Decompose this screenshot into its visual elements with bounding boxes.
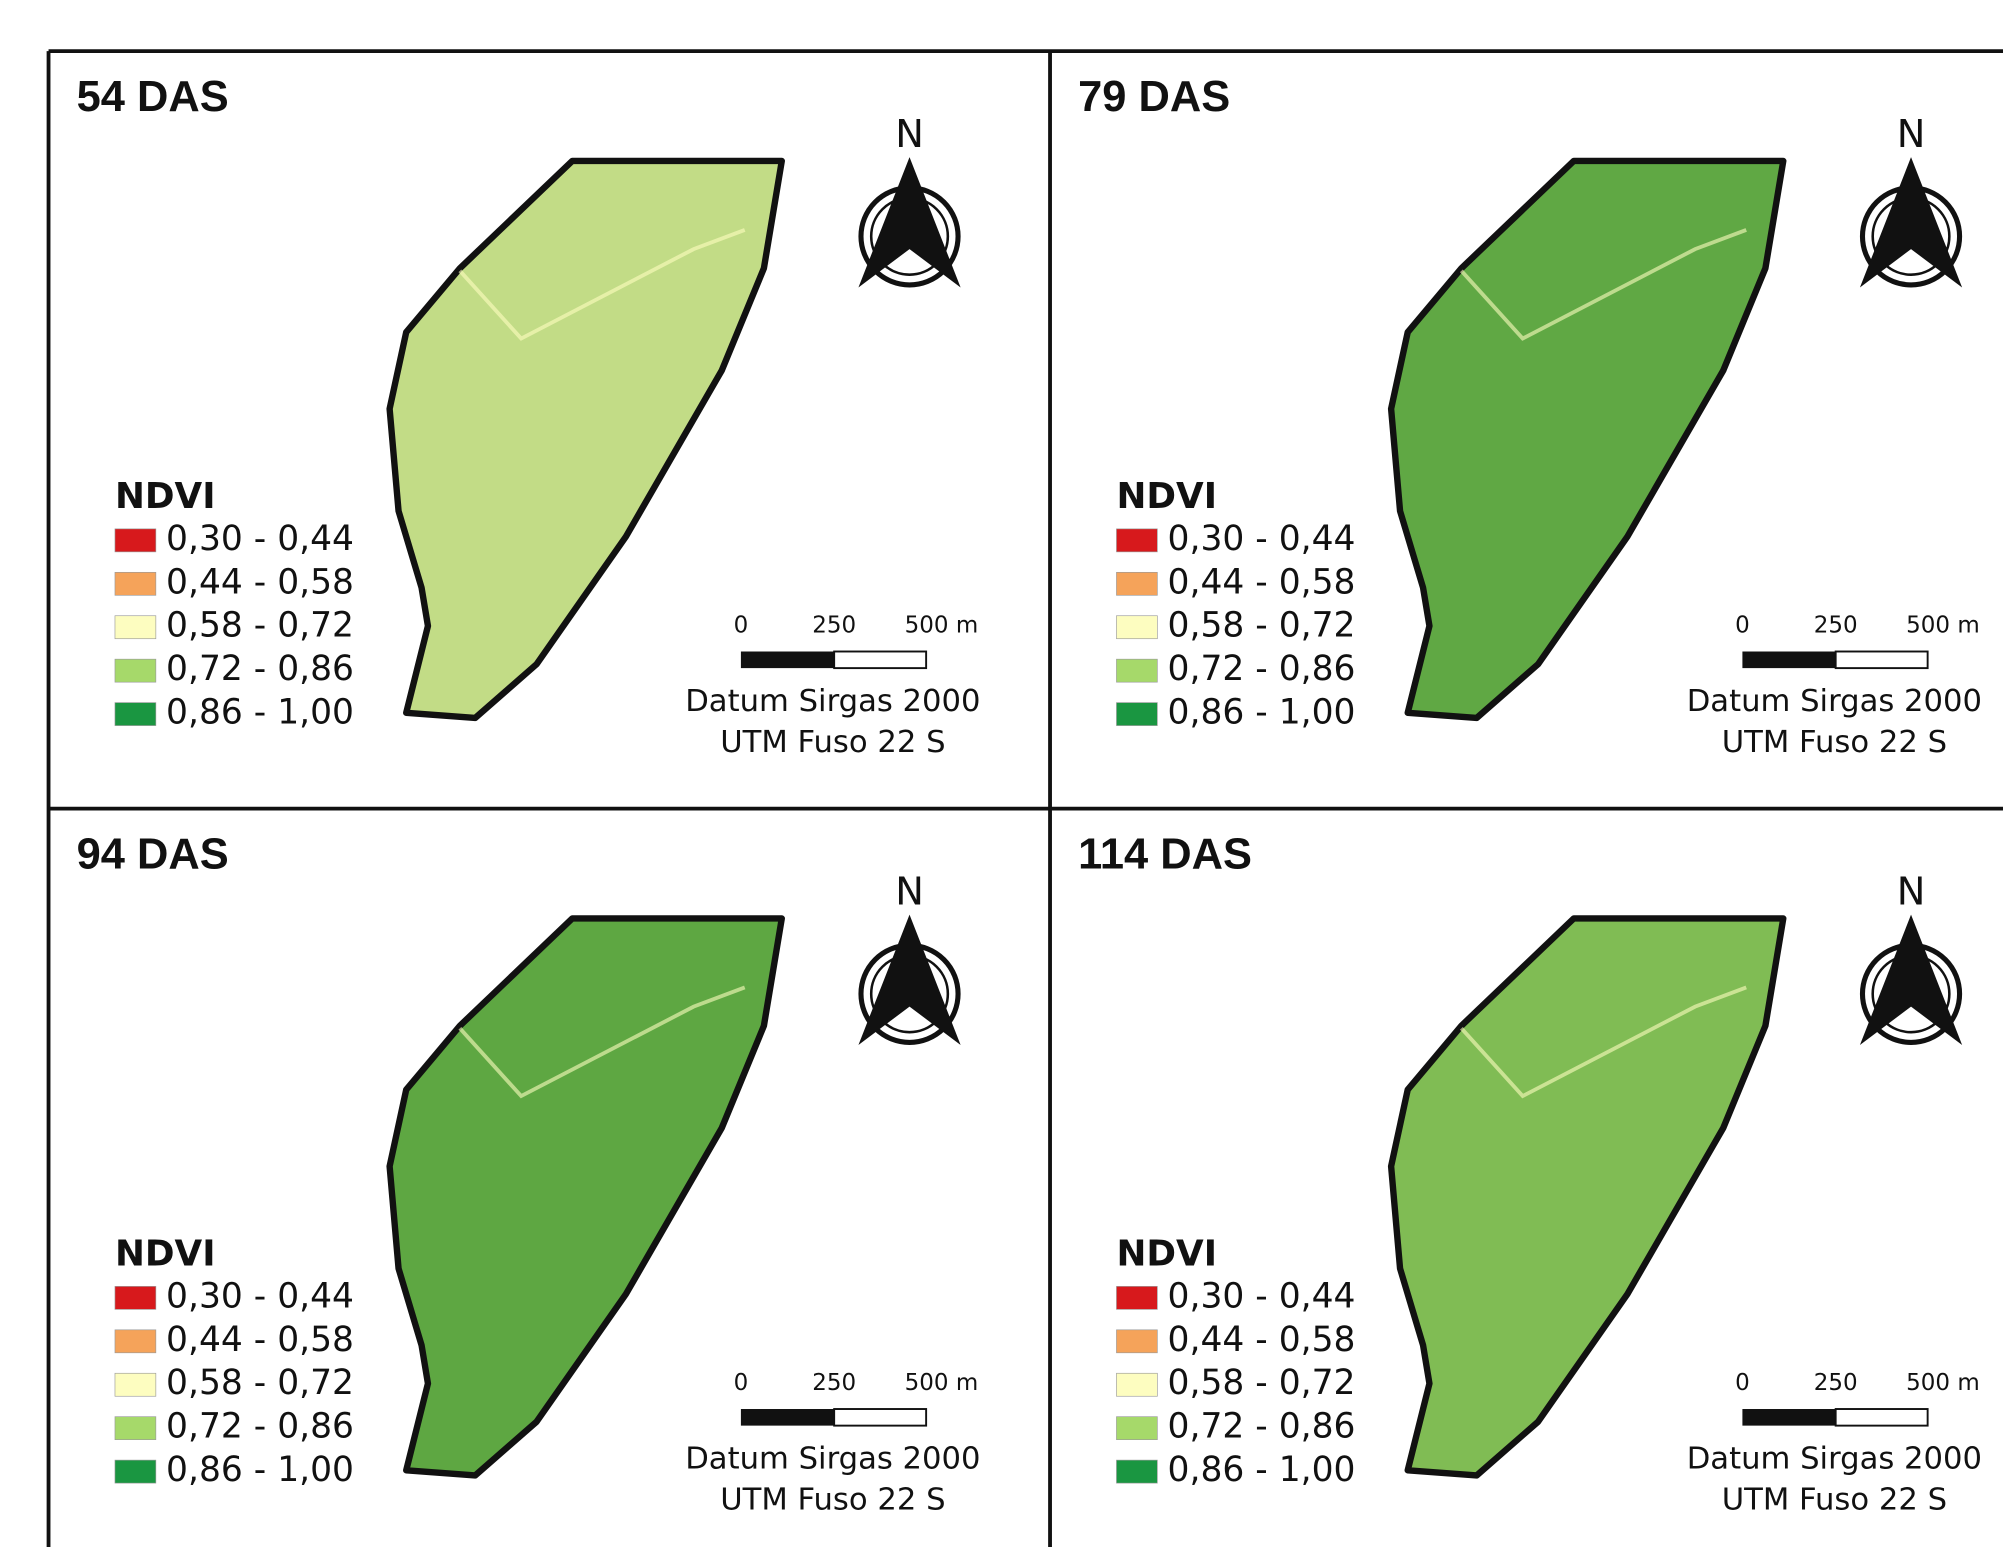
north-label: N xyxy=(1897,870,1926,915)
legend-swatch xyxy=(115,572,156,595)
legend-title: NDVI xyxy=(115,1234,216,1275)
legend-label: 0,86 - 1,00 xyxy=(166,1450,354,1490)
scale-bar-black xyxy=(741,652,834,669)
legend-label: 0,72 - 0,86 xyxy=(166,649,354,689)
north-label: N xyxy=(1897,112,1926,157)
scale-label: 500 m xyxy=(1906,612,1980,638)
scale-label: 500 m xyxy=(905,1370,979,1396)
crs-label: UTM Fuso 22 S xyxy=(720,1482,945,1517)
legend-swatch xyxy=(1116,529,1157,552)
panel-title: 54 DAS xyxy=(77,73,229,121)
north-label: N xyxy=(895,112,924,157)
legend-swatch xyxy=(1116,616,1157,639)
field xyxy=(390,161,782,718)
legend-swatch xyxy=(115,703,156,726)
crs-label: Datum Sirgas 2000 xyxy=(685,1442,980,1477)
legend-label: 0,44 - 0,58 xyxy=(1168,562,1356,602)
scale-label: 0 xyxy=(1735,612,1750,638)
legend-swatch xyxy=(1116,1286,1157,1309)
north-arrow: N xyxy=(1860,112,1962,287)
field xyxy=(1391,918,1783,1475)
legend-label: 0,58 - 0,72 xyxy=(1168,606,1356,646)
scale-label: 0 xyxy=(734,1370,749,1396)
legend-label: 0,44 - 0,58 xyxy=(1168,1320,1356,1360)
panel-title: 79 DAS xyxy=(1078,73,1230,121)
legend-label: 0,86 - 1,00 xyxy=(1168,693,1356,733)
legend-swatch xyxy=(115,616,156,639)
field xyxy=(390,918,782,1475)
scale-label: 250 xyxy=(812,612,856,638)
scale-bar-white xyxy=(1836,1409,1928,1426)
scale-label: 250 xyxy=(1814,1370,1858,1396)
field xyxy=(1391,161,1783,718)
panel-title: 114 DAS xyxy=(1078,831,1252,879)
legend-label: 0,72 - 0,86 xyxy=(166,1407,354,1447)
legend-label: 0,58 - 0,72 xyxy=(1168,1363,1356,1403)
legend-label: 0,30 - 0,44 xyxy=(166,1276,354,1316)
north-arrow: N xyxy=(858,870,960,1045)
scale-label: 0 xyxy=(1735,1370,1750,1396)
scale-bar-white xyxy=(834,652,926,669)
legend-label: 0,30 - 0,44 xyxy=(1168,1276,1356,1316)
crs-label: UTM Fuso 22 S xyxy=(720,725,945,760)
scale-label: 250 xyxy=(1814,612,1858,638)
legend-swatch xyxy=(115,1460,156,1483)
legend-swatch xyxy=(1116,1460,1157,1483)
legend-label: 0,30 - 0,44 xyxy=(166,519,354,559)
legend-label: 0,44 - 0,58 xyxy=(166,562,354,602)
north-arrow: N xyxy=(858,112,960,287)
legend-label: 0,44 - 0,58 xyxy=(166,1320,354,1360)
north-label: N xyxy=(895,870,924,915)
legend-title: NDVI xyxy=(1116,1234,1217,1275)
legend-label: 0,58 - 0,72 xyxy=(166,606,354,646)
figure: 54 DASNNDVI0,30 - 0,440,44 - 0,580,58 - … xyxy=(0,0,2003,1547)
scale-bar-black xyxy=(1742,1409,1835,1426)
scale-bar-black xyxy=(741,1409,834,1426)
legend-swatch xyxy=(1116,572,1157,595)
legend-swatch xyxy=(115,659,156,682)
legend-swatch xyxy=(115,529,156,552)
crs-label: Datum Sirgas 2000 xyxy=(1687,684,1982,719)
legend-title: NDVI xyxy=(115,476,216,517)
crs-label: Datum Sirgas 2000 xyxy=(1687,1442,1982,1477)
scale-bar-black xyxy=(1742,652,1835,669)
legend-swatch xyxy=(1116,1330,1157,1353)
north-arrow: N xyxy=(1860,870,1962,1045)
legend-swatch xyxy=(1116,659,1157,682)
legend-title: NDVI xyxy=(1116,476,1217,517)
scale-label: 250 xyxy=(812,1370,856,1396)
panel-title: 94 DAS xyxy=(77,831,229,879)
legend-label: 0,86 - 1,00 xyxy=(166,693,354,733)
legend-swatch xyxy=(1116,703,1157,726)
legend-label: 0,72 - 0,86 xyxy=(1168,649,1356,689)
legend-label: 0,58 - 0,72 xyxy=(166,1363,354,1403)
legend-swatch xyxy=(1116,1373,1157,1396)
scale-label: 0 xyxy=(734,612,749,638)
crs-label: UTM Fuso 22 S xyxy=(1722,1482,1947,1517)
scale-label: 500 m xyxy=(1906,1370,1980,1396)
legend-swatch xyxy=(115,1330,156,1353)
legend-label: 0,72 - 0,86 xyxy=(1168,1407,1356,1447)
legend-label: 0,86 - 1,00 xyxy=(1168,1450,1356,1490)
crs-label: Datum Sirgas 2000 xyxy=(685,684,980,719)
crs-label: UTM Fuso 22 S xyxy=(1722,725,1947,760)
scale-bar-white xyxy=(1836,652,1928,669)
legend-swatch xyxy=(115,1417,156,1440)
scale-bar-white xyxy=(834,1409,926,1426)
legend-swatch xyxy=(1116,1417,1157,1440)
scale-label: 500 m xyxy=(905,612,979,638)
legend-swatch xyxy=(115,1286,156,1309)
legend-label: 0,30 - 0,44 xyxy=(1168,519,1356,559)
legend-swatch xyxy=(115,1373,156,1396)
